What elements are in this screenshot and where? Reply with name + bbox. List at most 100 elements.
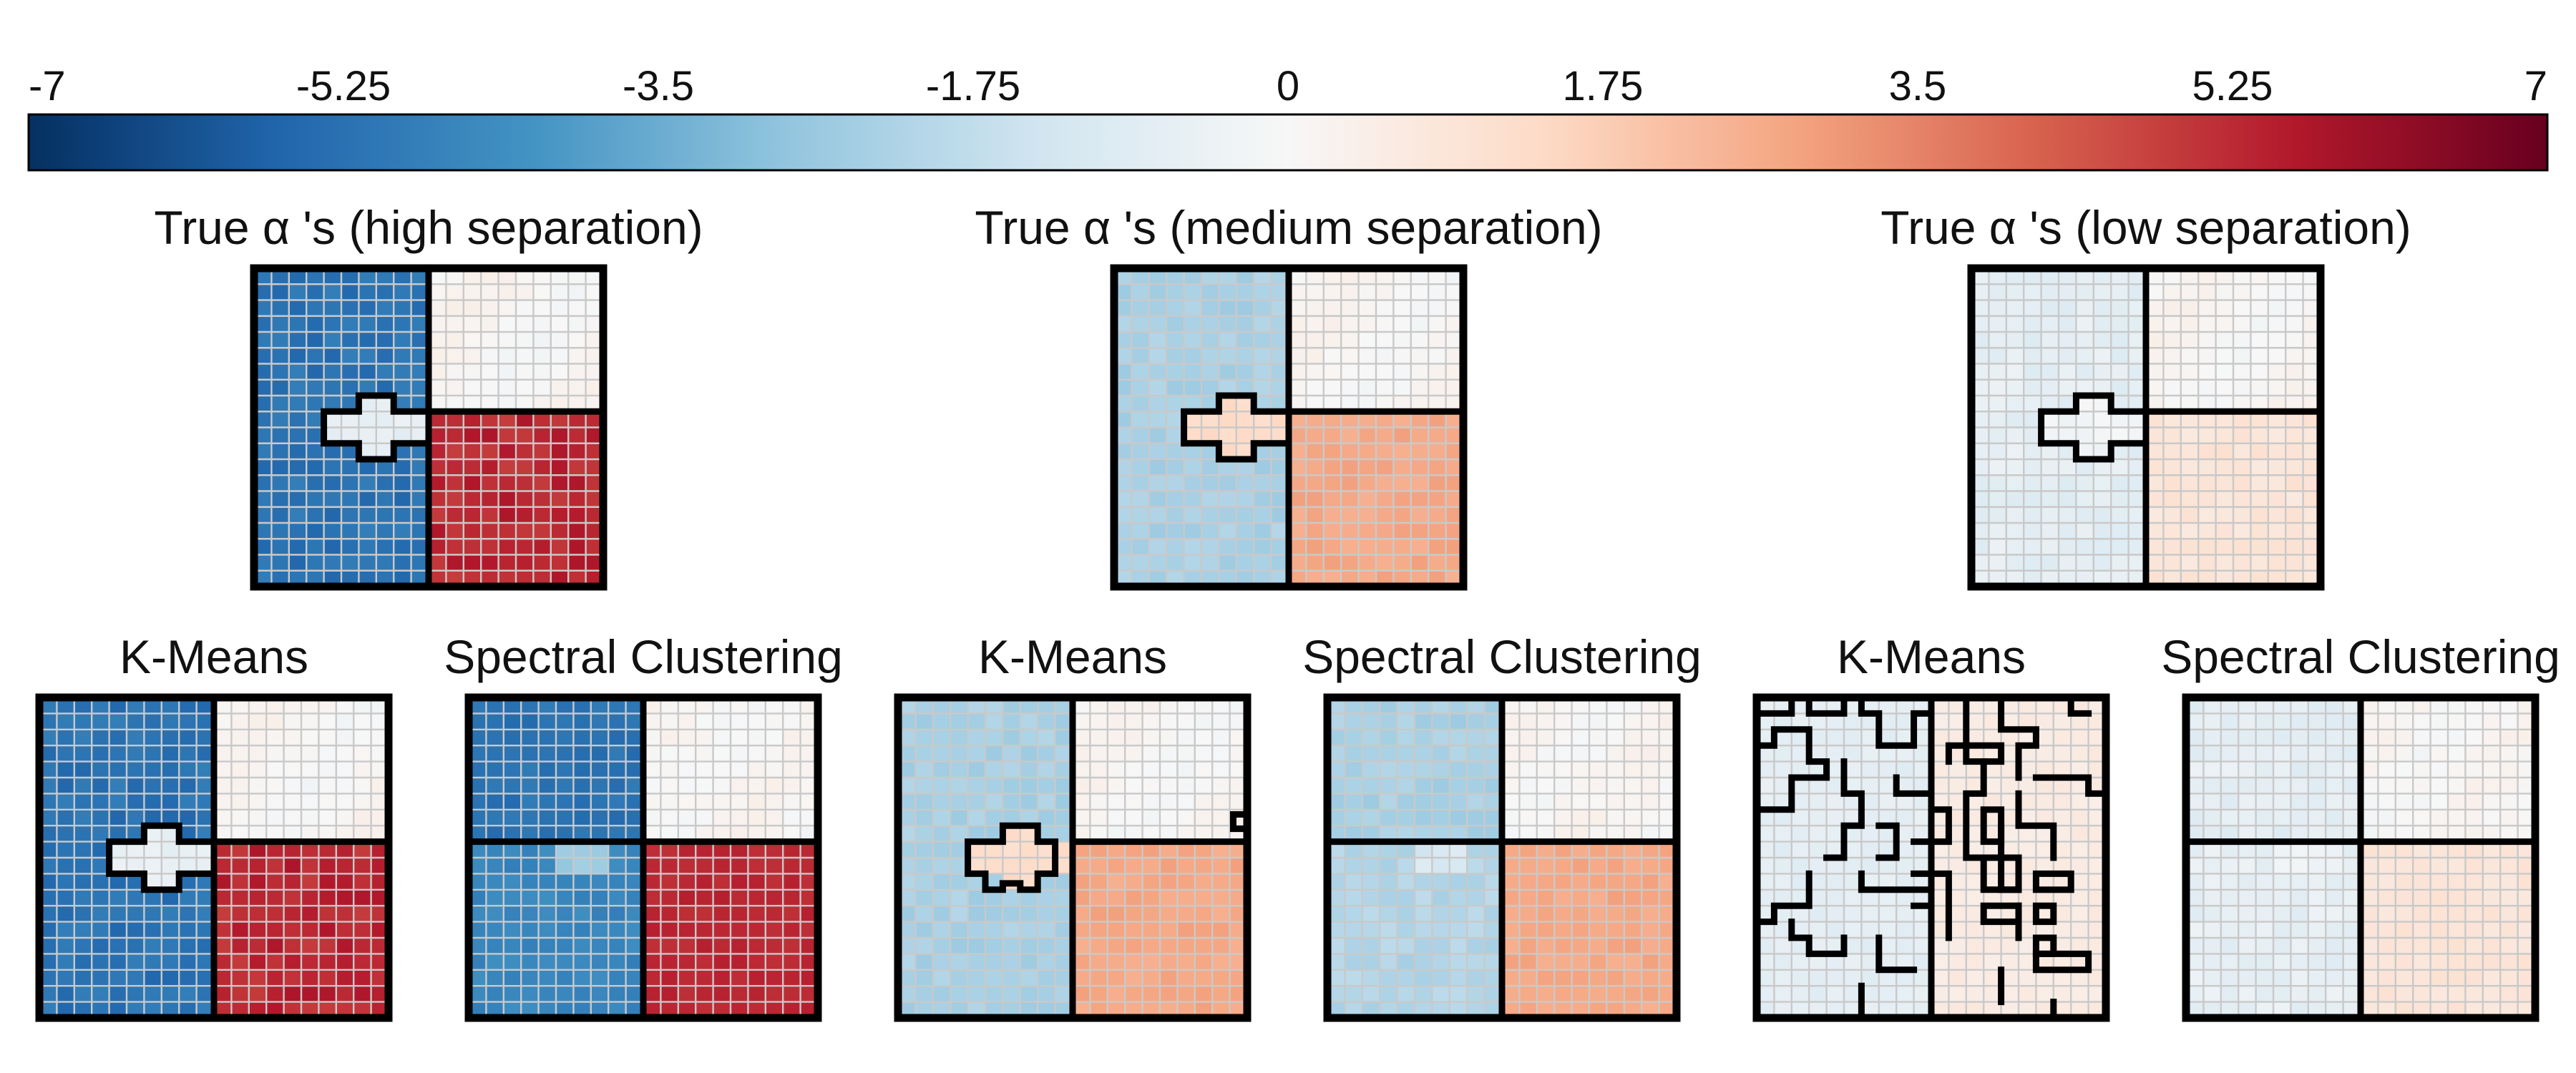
heatmap-cell	[394, 411, 412, 428]
heatmap-cell	[932, 841, 951, 858]
heatmap-cell	[1201, 443, 1219, 460]
heatmap-cell	[1826, 969, 1845, 986]
heatmap-cell	[1177, 713, 1196, 730]
heatmap-cell	[1432, 778, 1450, 794]
heatmap-cell	[1131, 315, 1150, 333]
heatmap-cell	[2413, 809, 2431, 826]
heatmap-cell	[1125, 921, 1143, 939]
heatmap-cell	[2203, 778, 2222, 794]
heatmap-cell	[2088, 921, 2107, 939]
heatmap-cell	[161, 825, 180, 843]
heatmap-cell	[1345, 793, 1363, 810]
heatmap-cell	[92, 873, 110, 891]
heatmap-cell	[446, 427, 464, 444]
heatmap-cell	[1212, 841, 1231, 858]
heatmap-cell	[2448, 745, 2466, 763]
heatmap-cell	[463, 379, 482, 396]
heatmap-cell	[967, 841, 986, 858]
heatmap-cell	[498, 411, 517, 428]
heatmap-cell	[1380, 954, 1398, 971]
heatmap-cell	[358, 443, 377, 460]
heatmap-cell	[1380, 906, 1398, 923]
heatmap-cell	[1254, 475, 1272, 492]
heatmap-cell	[1166, 396, 1185, 412]
heatmap-cell	[271, 459, 290, 476]
heatmap-cell	[2378, 809, 2396, 826]
heatmap-cell	[2088, 954, 2107, 971]
heatmap-cell	[643, 809, 661, 826]
heatmap-cell	[2250, 363, 2269, 381]
heatmap-cell	[568, 300, 587, 317]
heatmap-cell	[696, 809, 714, 826]
heatmap-cell	[1641, 889, 1660, 906]
heatmap-cell	[1948, 841, 1967, 858]
heatmap-cell	[2250, 284, 2269, 301]
heatmap-cell	[498, 443, 517, 460]
heatmap-cell	[2024, 315, 2042, 333]
heatmap-cell	[2238, 745, 2257, 763]
heatmap-cell	[1142, 969, 1161, 986]
heatmap-cell	[1090, 778, 1108, 794]
heatmap-cell	[2395, 697, 2414, 714]
heatmap-cell	[1432, 921, 1450, 939]
heatmap-cell	[1160, 954, 1178, 971]
heatmap-cell	[486, 825, 504, 843]
heatmap-cell	[109, 809, 127, 826]
heatmap-cell	[1090, 938, 1108, 954]
heatmap-cell	[2361, 713, 2379, 730]
heatmap-cell	[783, 778, 801, 794]
heatmap-cell	[2430, 809, 2449, 826]
heatmap-cell	[2273, 713, 2291, 730]
heatmap-cell	[1757, 969, 1775, 986]
heatmap-cell	[568, 459, 587, 476]
heatmap-cell	[1323, 284, 1342, 301]
cluster-outline	[1980, 806, 2005, 846]
heatmap-cell	[1878, 969, 1897, 986]
heatmap-cell	[2036, 841, 2054, 858]
heatmap-cell	[376, 506, 394, 524]
heatmap-cell	[516, 379, 534, 396]
heatmap-cell	[1380, 986, 1398, 1003]
heatmap-cell	[590, 793, 609, 810]
colorbar-tick-label: 1.75	[1563, 63, 1644, 109]
heatmap-cell	[590, 841, 609, 858]
heatmap-cell	[1624, 969, 1642, 986]
heatmap-cell	[1809, 954, 1828, 971]
heatmap-cell	[2378, 713, 2396, 730]
heatmap-cell	[2220, 825, 2239, 843]
heatmap-cell	[2233, 506, 2251, 524]
heatmap-cell	[2041, 396, 2059, 412]
heatmap-cell	[590, 889, 609, 906]
heatmap-cell	[550, 411, 569, 428]
heatmap-cell	[214, 921, 232, 939]
heatmap-cell	[713, 729, 731, 746]
heatmap-cell	[731, 906, 748, 923]
heatmap-cell	[678, 809, 696, 826]
heatmap-cell	[1142, 793, 1161, 810]
heatmap-cell	[179, 954, 197, 971]
heatmap-cell	[92, 969, 110, 986]
heatmap-cell	[2203, 986, 2222, 1003]
heatmap-cell	[1571, 954, 1590, 971]
heatmap-cell	[376, 411, 394, 428]
heatmap-cell	[271, 332, 290, 348]
heatmap-cell	[1971, 332, 1989, 348]
heatmap-cell	[2290, 938, 2309, 954]
heatmap-cell	[643, 697, 661, 714]
heatmap-cell	[1948, 858, 1967, 874]
heatmap-cell	[967, 921, 986, 939]
heatmap-cell	[713, 858, 731, 874]
heatmap-cell	[1467, 938, 1485, 954]
heatmap-cell	[2308, 697, 2326, 714]
heatmap-cell	[486, 761, 504, 778]
heatmap-cell	[2482, 906, 2501, 923]
heatmap-cell	[2203, 713, 2222, 730]
heatmap-cell	[446, 443, 464, 460]
heatmap-cell	[1002, 906, 1021, 923]
heatmap-cell	[1160, 969, 1178, 986]
heatmap-cell	[1536, 858, 1555, 874]
heatmap-cell	[1774, 697, 1792, 714]
heatmap-cell	[2163, 284, 2182, 301]
heatmap-cell	[1554, 697, 1573, 714]
heatmap-cell	[429, 523, 447, 539]
